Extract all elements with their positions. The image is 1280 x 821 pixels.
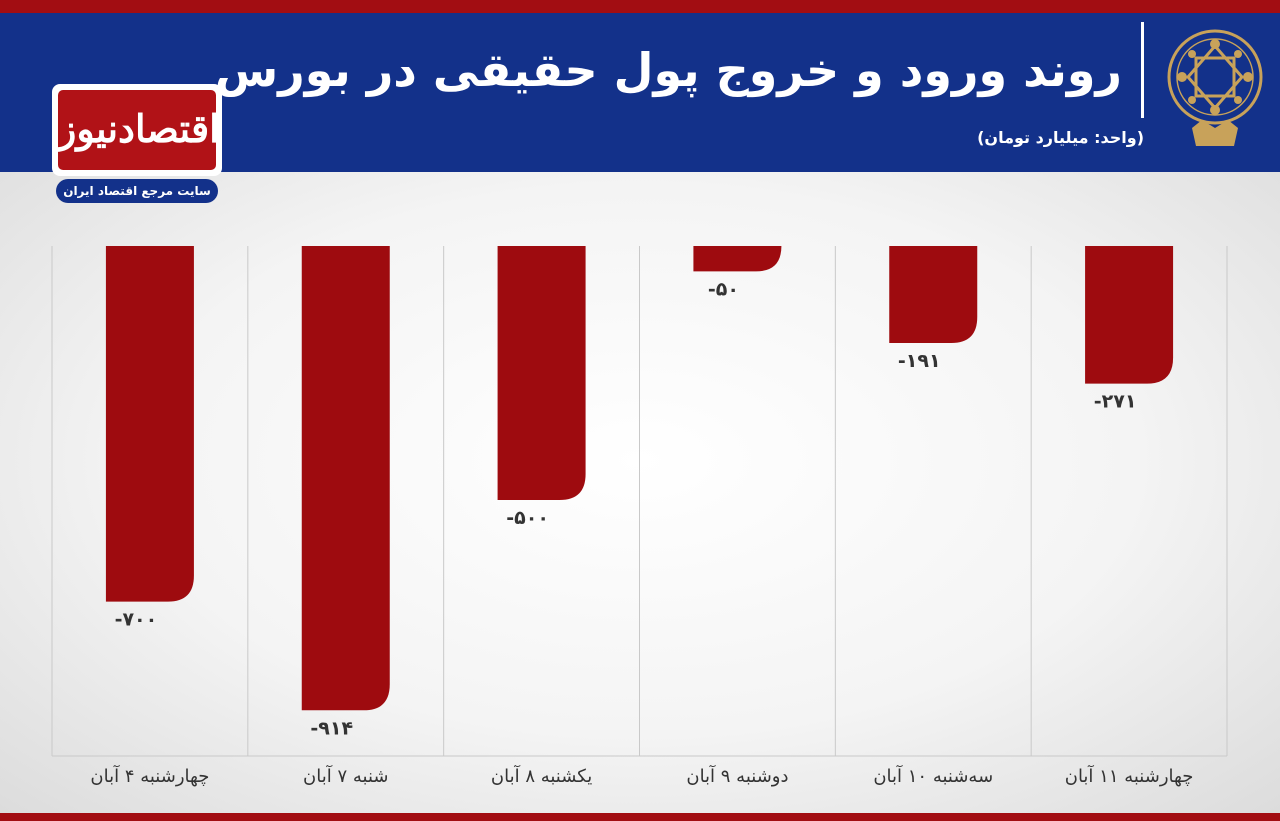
- bar-2: [301, 246, 390, 711]
- category-label-1: چهارشنبه ۴ آبان: [90, 764, 209, 787]
- stock-exchange-logo-icon: [1167, 29, 1263, 146]
- bar-6: [1085, 246, 1174, 384]
- category-label-2: شنبه ۷ آبان: [303, 764, 388, 787]
- bar-1: [105, 246, 194, 602]
- brand-logo: اقتصادنیوز: [58, 90, 220, 170]
- bar-4: [693, 246, 782, 272]
- value-label-4: -۵۰: [708, 278, 739, 300]
- category-label-4: دوشنبه ۹ آبان: [686, 764, 788, 787]
- bar-3: [497, 246, 586, 500]
- category-label-5: سه‌شنبه ۱۰ آبان: [873, 764, 993, 787]
- value-label-3: -۵۰۰: [506, 507, 549, 529]
- value-label-6: -۲۷۱: [1094, 391, 1137, 413]
- value-label-1: -۷۰۰: [115, 609, 158, 631]
- page-title: روند ورود و خروج پول حقیقی در بورس: [214, 43, 1122, 97]
- category-label-3: یکشنبه ۸ آبان: [491, 764, 592, 787]
- title-divider: [1141, 22, 1144, 118]
- category-label-6: چهارشنبه ۱۱ آبان: [1065, 764, 1194, 787]
- value-label-2: -۹۱۴: [310, 717, 353, 739]
- bar-5: [889, 246, 978, 344]
- value-label-5: -۱۹۱: [898, 350, 941, 372]
- bottom-accent-strip: [0, 813, 1280, 821]
- top-accent-strip: [0, 0, 1280, 13]
- brand-tagline: سایت مرجع اقتصاد ایران: [56, 179, 218, 203]
- unit-label: (واحد: میلیارد تومان): [977, 128, 1144, 147]
